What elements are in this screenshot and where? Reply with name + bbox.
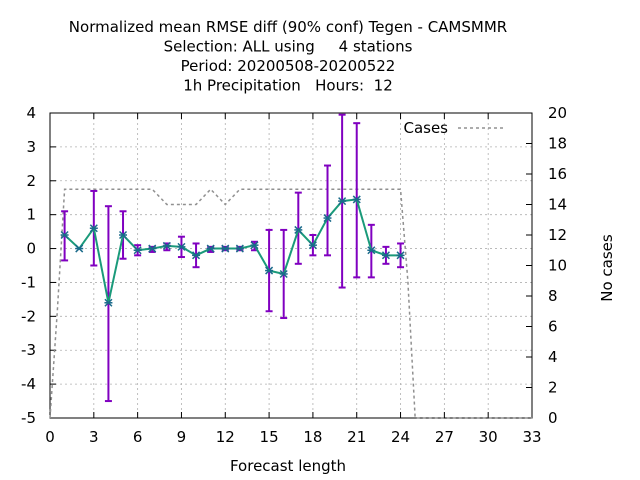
y2-tick-label: 0 [548, 409, 558, 427]
data-point [162, 241, 171, 250]
data-point [396, 251, 405, 260]
y2-tick-label: 14 [548, 196, 567, 214]
y-axis: -5 -4 -3 -2 -1 0 1 2 3 4 [21, 104, 56, 427]
x-tick-label: 12 [216, 428, 235, 446]
data-point [133, 246, 142, 255]
data-point [352, 195, 361, 204]
y-tick-label: -5 [21, 409, 36, 427]
x-tick-label: 15 [260, 428, 279, 446]
title-line: Period: 20200508-20200522 [181, 57, 396, 75]
main-series [60, 195, 405, 307]
x-tick-label: 6 [133, 428, 143, 446]
data-point [250, 241, 259, 250]
data-point [381, 251, 390, 260]
legend-label-cases: Cases [403, 119, 448, 137]
x-axis-title: Forecast length [230, 457, 346, 475]
data-point [221, 244, 230, 253]
title-line: Normalized mean RMSE diff (90% conf) Teg… [69, 18, 507, 36]
data-point [265, 266, 274, 275]
x-tick-label: 27 [435, 428, 454, 446]
x-tick-label: 30 [479, 428, 498, 446]
data-point [338, 197, 347, 206]
y2-axis-title: No cases [598, 234, 616, 302]
y-tick-label: 4 [26, 104, 36, 122]
x-axis: 0 3 6 9 12 15 18 21 24 27 30 33 [45, 113, 542, 446]
y2-tick-label: 18 [548, 135, 567, 153]
data-point [308, 241, 317, 250]
y2-axis: 0 2 4 6 8 10 12 14 16 18 20 [526, 104, 567, 427]
data-point [60, 230, 69, 240]
data-point [177, 242, 186, 251]
y2-tick-label: 12 [548, 226, 567, 244]
x-tick-label: 18 [303, 428, 322, 446]
data-point [75, 244, 84, 253]
y2-tick-label: 6 [548, 318, 558, 336]
x-tick-label: 0 [45, 428, 55, 446]
y-tick-label: -2 [21, 307, 36, 325]
y-tick-label: 3 [26, 138, 36, 156]
data-point [148, 244, 157, 253]
title-line: Selection: ALL using 4 stations [164, 38, 413, 56]
x-tick-label: 24 [391, 428, 410, 446]
y2-tick-label: 2 [548, 379, 558, 397]
y-tick-label: 0 [26, 240, 36, 258]
y2-tick-label: 16 [548, 165, 567, 183]
title-line: 1h Precipitation Hours: 12 [183, 77, 393, 95]
data-point [294, 225, 303, 234]
y2-tick-label: 4 [548, 348, 558, 366]
data-point [104, 298, 113, 307]
x-tick-label: 3 [89, 428, 99, 446]
data-point [118, 230, 128, 240]
y2-tick-label: 8 [548, 287, 558, 305]
cases-line [49, 188, 532, 419]
data-point [279, 269, 288, 279]
y-tick-label: -1 [21, 273, 36, 291]
data-point [89, 224, 98, 233]
y-tick-label: 1 [26, 206, 36, 224]
cases-series [49, 188, 532, 419]
x-tick-label: 33 [522, 428, 541, 446]
x-tick-label: 21 [347, 428, 366, 446]
data-point [192, 251, 201, 260]
data-point [367, 246, 376, 255]
y2-tick-label: 20 [548, 104, 567, 122]
chart-title: Normalized mean RMSE diff (90% conf) Teg… [69, 18, 507, 95]
plot-frame [49, 112, 533, 419]
data-point [235, 244, 244, 253]
error-bars [61, 113, 405, 403]
grid [50, 113, 532, 418]
y-tick-label: 2 [26, 172, 36, 190]
y-tick-label: -3 [21, 341, 36, 359]
x-tick-label: 9 [177, 428, 187, 446]
y2-tick-label: 10 [548, 257, 567, 275]
y-tick-label: -4 [21, 375, 36, 393]
data-point [323, 214, 332, 223]
data-point [206, 244, 215, 253]
legend: Cases [403, 119, 506, 137]
